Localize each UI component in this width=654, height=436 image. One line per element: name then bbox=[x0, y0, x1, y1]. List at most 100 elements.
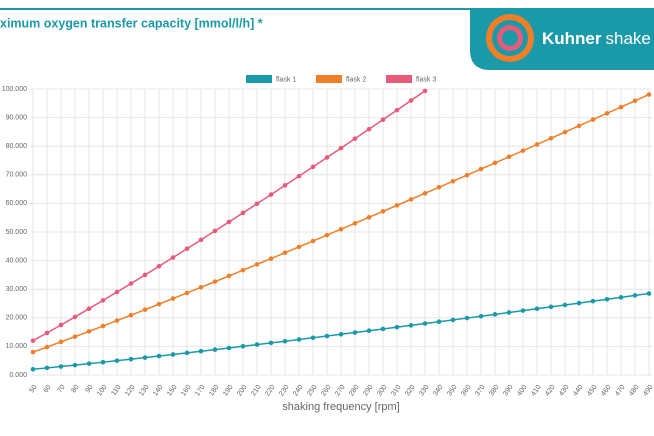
y-tick-label: 70.000 bbox=[6, 172, 28, 179]
x-tick-label: 350 bbox=[446, 384, 458, 398]
x-tick-label: 440 bbox=[572, 384, 584, 398]
data-point bbox=[86, 361, 92, 366]
data-point bbox=[156, 263, 162, 269]
data-point bbox=[366, 126, 372, 132]
data-point bbox=[142, 272, 148, 278]
x-tick-label: 460 bbox=[600, 384, 612, 398]
y-tick-label: 0.000 bbox=[9, 372, 27, 379]
data-point bbox=[338, 331, 344, 337]
x-tick-label: 220 bbox=[264, 384, 276, 398]
y-tick-label: 30.000 bbox=[6, 286, 28, 293]
x-tick-label: 420 bbox=[544, 384, 556, 398]
data-point bbox=[604, 111, 610, 116]
legend-swatch bbox=[316, 75, 342, 83]
legend-swatch bbox=[246, 75, 272, 83]
x-tick-label: 140 bbox=[152, 384, 164, 398]
y-tick-label: 40.000 bbox=[6, 257, 28, 264]
data-point bbox=[86, 329, 92, 334]
data-point bbox=[310, 238, 316, 244]
data-point bbox=[618, 295, 624, 300]
data-point bbox=[58, 339, 64, 345]
data-point bbox=[562, 302, 568, 308]
data-point bbox=[268, 192, 274, 197]
data-point bbox=[198, 284, 204, 290]
data-point bbox=[240, 343, 246, 349]
data-point bbox=[520, 308, 526, 313]
data-point bbox=[44, 365, 50, 371]
data-point bbox=[310, 164, 316, 170]
x-tick-label: 130 bbox=[138, 384, 150, 398]
data-point bbox=[114, 289, 120, 295]
data-point bbox=[604, 296, 610, 302]
data-point bbox=[72, 314, 78, 320]
data-point bbox=[534, 306, 540, 312]
data-point bbox=[254, 201, 260, 207]
data-point bbox=[296, 337, 302, 342]
x-tick-label: 450 bbox=[586, 384, 598, 398]
data-point bbox=[282, 250, 288, 256]
data-point bbox=[170, 296, 176, 301]
data-point bbox=[212, 228, 218, 234]
x-tick-label: 270 bbox=[334, 384, 346, 398]
data-point bbox=[44, 330, 50, 336]
data-point bbox=[492, 312, 498, 317]
data-point bbox=[478, 166, 484, 172]
x-tick-label: 360 bbox=[460, 384, 472, 398]
data-point bbox=[282, 338, 288, 344]
data-point bbox=[170, 352, 176, 357]
data-point bbox=[408, 197, 414, 202]
x-tick-label: 160 bbox=[180, 384, 192, 398]
data-point bbox=[296, 244, 302, 250]
data-point bbox=[576, 300, 582, 306]
x-tick-label: 150 bbox=[166, 384, 178, 398]
logo-text: Kuhner shake bbox=[542, 29, 651, 48]
page-title: ximum oxygen transfer capacity [mmol/l/h… bbox=[0, 16, 263, 30]
data-point bbox=[212, 279, 218, 284]
x-tick-label: 180 bbox=[208, 384, 220, 398]
x-tick-label: 280 bbox=[348, 384, 360, 398]
data-point bbox=[352, 220, 358, 226]
data-point bbox=[240, 267, 246, 273]
data-point bbox=[422, 88, 428, 94]
data-point bbox=[408, 98, 414, 103]
data-point bbox=[100, 298, 106, 303]
x-tick-label: 310 bbox=[390, 384, 402, 398]
data-point bbox=[30, 366, 36, 372]
legend-label: flask 2 bbox=[346, 76, 366, 83]
data-point bbox=[254, 342, 260, 347]
data-point bbox=[72, 334, 78, 339]
x-tick-label: 60 bbox=[42, 384, 52, 394]
data-point bbox=[282, 183, 288, 188]
data-point bbox=[58, 364, 64, 369]
data-point bbox=[198, 237, 204, 243]
data-point bbox=[324, 155, 330, 160]
data-point bbox=[394, 107, 400, 113]
data-point bbox=[268, 340, 274, 346]
x-tick-label: 70 bbox=[56, 384, 66, 394]
data-point bbox=[226, 345, 232, 351]
data-point bbox=[590, 298, 596, 304]
data-point bbox=[506, 154, 512, 160]
y-tick-label: 10.000 bbox=[6, 343, 28, 350]
data-point bbox=[142, 307, 148, 312]
data-point bbox=[506, 310, 512, 315]
data-point bbox=[86, 306, 92, 312]
x-tick-label: 410 bbox=[530, 384, 542, 398]
data-point bbox=[156, 301, 162, 307]
data-point bbox=[464, 315, 470, 321]
data-point bbox=[44, 344, 50, 350]
data-point bbox=[394, 203, 400, 208]
brand-bold: Kuhner bbox=[542, 29, 602, 48]
data-point bbox=[100, 359, 106, 365]
data-point bbox=[156, 353, 162, 359]
data-point bbox=[520, 148, 526, 153]
data-point bbox=[338, 226, 344, 232]
data-point bbox=[170, 255, 176, 260]
x-tick-label: 330 bbox=[418, 384, 430, 398]
data-point bbox=[576, 123, 582, 129]
data-point bbox=[422, 191, 428, 196]
data-point bbox=[548, 135, 554, 141]
x-tick-label: 210 bbox=[250, 384, 262, 398]
data-point bbox=[366, 328, 372, 334]
